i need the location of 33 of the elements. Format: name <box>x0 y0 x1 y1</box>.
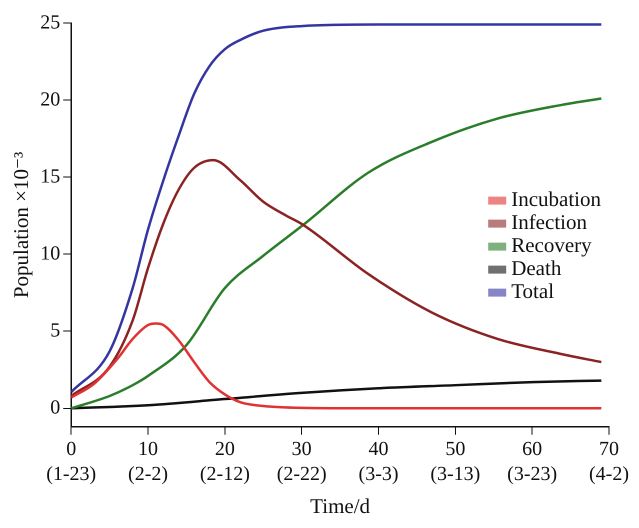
x-tick-label: 60 <box>522 438 542 460</box>
y-axis-title: Population ×10⁻³ <box>9 152 34 298</box>
y-tick-label: 25 <box>40 11 60 34</box>
legend-label: Recovery <box>511 233 592 258</box>
x-axis-title: Time/d <box>310 494 371 518</box>
text: (2-2) <box>128 463 168 486</box>
text: (1-23) <box>46 463 96 486</box>
line-series <box>71 23 603 394</box>
text: (3-23) <box>507 463 558 486</box>
y-tick-label: 10 <box>40 242 60 264</box>
line-series <box>71 158 603 398</box>
x-tick-label: 0 <box>66 438 76 460</box>
legend-label: Total <box>511 279 554 304</box>
text: (2-22) <box>276 463 327 486</box>
text: (3-13) <box>430 463 480 486</box>
x-tick-label: 10 <box>138 438 158 460</box>
text: (2-12) <box>200 463 250 486</box>
x-tick-label: 50 <box>445 438 466 460</box>
legend-label: Incubation <box>511 187 602 212</box>
y-tick-label: 5 <box>50 319 60 342</box>
x-tick-label: 40 <box>368 438 389 460</box>
x-tick-label: 20 <box>214 438 235 460</box>
x-tick-label: 30 <box>292 438 312 460</box>
text: (3-3) <box>358 463 399 486</box>
line-series <box>71 322 603 410</box>
y-tick-label: 20 <box>40 88 60 110</box>
legend-label: Death <box>511 256 562 280</box>
legend-label: Infection <box>511 210 588 234</box>
text: (4-2) <box>589 463 629 486</box>
y-tick-label: 0 <box>50 396 60 419</box>
x-tick-label: 70 <box>599 438 619 460</box>
y-tick-label: 15 <box>40 165 60 188</box>
line-series <box>71 97 603 410</box>
